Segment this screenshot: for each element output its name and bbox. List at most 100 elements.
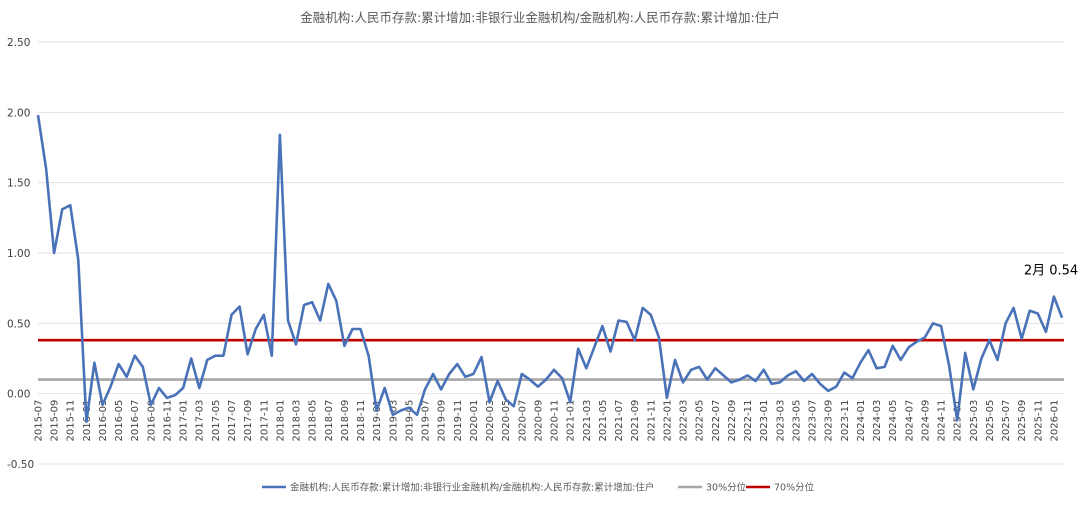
data-point — [795, 370, 798, 373]
data-point — [133, 354, 136, 357]
data-point — [408, 406, 411, 409]
data-point — [448, 373, 451, 376]
data-point — [319, 319, 322, 322]
data-point — [1053, 295, 1056, 298]
x-tick-label: 2023-09 — [824, 400, 835, 442]
x-tick-label: 2020-03 — [485, 400, 496, 442]
data-point — [553, 368, 556, 371]
data-point — [698, 366, 701, 369]
data-point — [335, 300, 338, 303]
x-tick-label: 2023-03 — [775, 400, 786, 442]
data-point — [843, 371, 846, 374]
data-point — [504, 398, 507, 401]
data-point — [512, 405, 515, 408]
x-tick-label: 2020-07 — [517, 400, 528, 442]
x-tick-label: 2020-11 — [550, 400, 561, 442]
data-point — [271, 354, 274, 357]
data-point — [561, 377, 564, 380]
data-point — [851, 377, 854, 380]
data-point — [633, 339, 636, 342]
data-point — [416, 413, 419, 416]
data-point — [827, 390, 830, 393]
x-tick-label: 2024-01 — [856, 400, 867, 442]
data-point — [803, 380, 806, 383]
x-tick-label: 2023-07 — [808, 400, 819, 442]
x-tick-label: 2016-11 — [163, 400, 174, 442]
series-line — [36, 114, 1064, 424]
data-point — [609, 350, 612, 353]
x-tick-label: 2024-03 — [872, 400, 883, 442]
data-point — [254, 328, 257, 331]
data-point — [649, 314, 652, 317]
x-tick-label: 2020-01 — [469, 400, 480, 442]
data-point — [722, 374, 725, 377]
data-point — [238, 305, 241, 308]
y-tick-label: 2.00 — [7, 107, 30, 119]
data-point — [569, 401, 572, 404]
data-point — [69, 204, 72, 207]
data-point — [730, 381, 733, 384]
x-tick-label: 2020-09 — [533, 400, 544, 442]
data-point — [125, 375, 128, 378]
data-point — [859, 361, 862, 364]
data-point — [85, 421, 88, 424]
data-point — [601, 325, 604, 328]
y-tick-label: 0.50 — [7, 318, 30, 330]
data-point — [972, 388, 975, 391]
data-point — [287, 319, 290, 322]
data-point — [537, 385, 540, 388]
data-point — [924, 336, 927, 339]
x-tick-label: 2017-07 — [227, 400, 238, 442]
data-point — [174, 394, 177, 397]
data-point — [214, 354, 217, 357]
data-point — [891, 345, 894, 348]
data-point — [867, 349, 870, 352]
data-point — [359, 328, 362, 331]
data-point — [1045, 330, 1048, 333]
y-tick-label: -0.50 — [7, 459, 34, 471]
data-point — [1061, 316, 1064, 319]
data-point — [980, 357, 983, 360]
data-point — [908, 346, 911, 349]
data-point — [295, 343, 298, 346]
data-point — [706, 378, 709, 381]
data-point — [198, 387, 201, 390]
data-point — [456, 363, 459, 366]
x-tick-label: 2016-07 — [130, 400, 141, 442]
data-point — [93, 361, 96, 364]
x-tick-label: 2025-05 — [985, 400, 996, 442]
x-tick-label: 2019-07 — [421, 400, 432, 442]
data-point — [472, 373, 475, 376]
data-point — [424, 388, 427, 391]
x-tick-label: 2017-03 — [195, 400, 206, 442]
x-tick-label: 2021-05 — [598, 400, 609, 442]
data-point — [496, 380, 499, 383]
data-point — [625, 321, 628, 324]
data-point — [746, 374, 749, 377]
data-point — [246, 353, 249, 356]
data-point — [351, 328, 354, 331]
x-tick-label: 2023-05 — [791, 400, 802, 442]
data-point — [343, 345, 346, 348]
x-tick-label: 2016-09 — [146, 400, 157, 442]
data-point — [117, 363, 120, 366]
data-point — [883, 366, 886, 369]
data-point — [738, 378, 741, 381]
data-point — [875, 367, 878, 370]
data-point — [778, 381, 781, 384]
data-point — [811, 373, 814, 376]
x-tick-label: 2022-11 — [743, 400, 754, 442]
data-point — [142, 366, 145, 369]
x-tick-label: 2025-03 — [969, 400, 980, 442]
data-point — [577, 347, 580, 350]
x-tick-label: 2015-11 — [66, 400, 77, 442]
data-point — [464, 375, 467, 378]
data-label: 2月 0.54 — [1024, 264, 1078, 279]
x-tick-label: 2016-03 — [98, 400, 109, 442]
data-point — [940, 325, 943, 328]
data-point — [948, 364, 951, 367]
data-point — [1037, 312, 1040, 315]
x-tick-label: 2018-01 — [275, 400, 286, 442]
